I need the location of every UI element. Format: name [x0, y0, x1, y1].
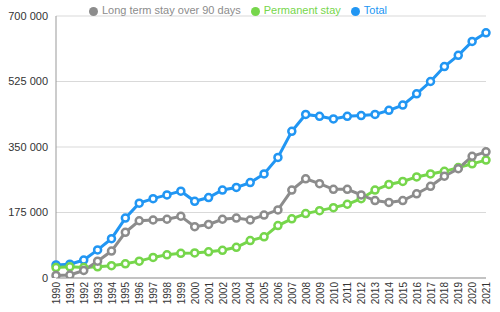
- svg-text:1995: 1995: [120, 282, 131, 305]
- svg-text:2021: 2021: [481, 282, 492, 305]
- svg-text:525 000: 525 000: [8, 75, 48, 87]
- svg-text:2012: 2012: [356, 282, 367, 305]
- svg-text:2017: 2017: [426, 282, 437, 305]
- svg-text:2019: 2019: [453, 282, 464, 305]
- html-text:Total: Total: [363, 4, 387, 16]
- svg-text:2007: 2007: [287, 282, 298, 305]
- svg-text:2014: 2014: [384, 282, 395, 305]
- svg-text:2000: 2000: [190, 282, 201, 305]
- svg-text:1999: 1999: [176, 282, 187, 305]
- svg-text:1997: 1997: [148, 282, 159, 305]
- html-text:Permanent stay: Permanent stay: [263, 4, 341, 16]
- svg-text:2018: 2018: [439, 282, 450, 305]
- svg-text:1994: 1994: [107, 282, 118, 305]
- svg-text:700 000: 700 000: [8, 10, 48, 22]
- html-text:Long term stay over 90 days: Long term stay over 90 days: [102, 4, 241, 16]
- svg-text:1990: 1990: [51, 282, 62, 305]
- svg-text:2003: 2003: [231, 282, 242, 305]
- svg-text:175 000: 175 000: [8, 206, 48, 218]
- svg-text:2008: 2008: [301, 282, 312, 305]
- svg-text:2013: 2013: [370, 282, 381, 305]
- svg-text:2020: 2020: [467, 282, 478, 305]
- svg-text:2009: 2009: [315, 282, 326, 305]
- svg-text:2004: 2004: [245, 282, 256, 305]
- svg-text:350 000: 350 000: [8, 141, 48, 153]
- svg-text:0: 0: [42, 272, 48, 284]
- svg-text:2002: 2002: [218, 282, 229, 305]
- svg-text:2016: 2016: [412, 282, 423, 305]
- svg-text:2006: 2006: [273, 282, 284, 305]
- svg-text:1998: 1998: [162, 282, 173, 305]
- svg-text:2010: 2010: [329, 282, 340, 305]
- svg-text:1996: 1996: [134, 282, 145, 305]
- svg-text:2001: 2001: [204, 282, 215, 305]
- svg-text:2011: 2011: [342, 282, 353, 304]
- svg-text:1992: 1992: [79, 282, 90, 305]
- svg-text:1991: 1991: [65, 282, 76, 305]
- svg-text:2015: 2015: [398, 282, 409, 305]
- svg-text:2005: 2005: [259, 282, 270, 305]
- svg-text:1993: 1993: [93, 282, 104, 305]
